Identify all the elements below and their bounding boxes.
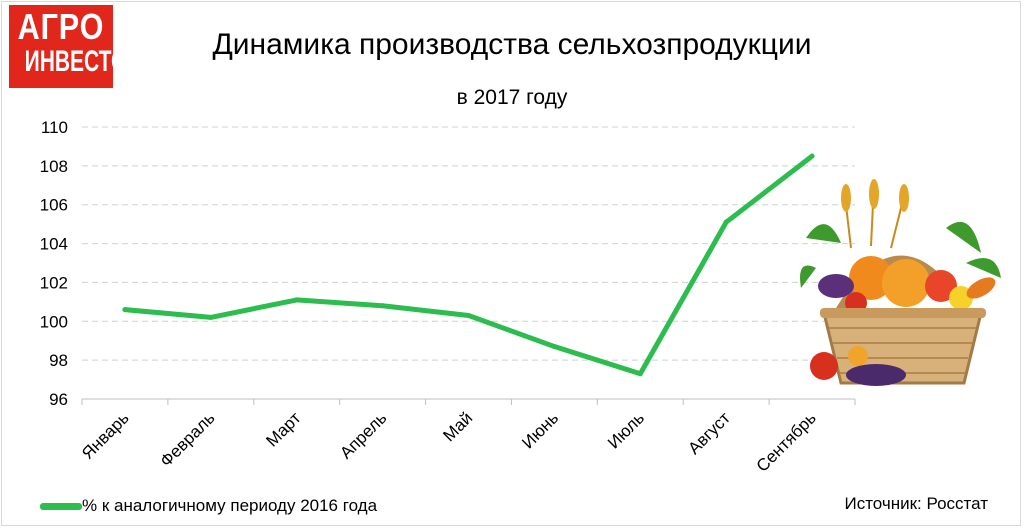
source-note: Источник: Росстат [844,494,988,513]
y-tick-label: 100 [40,312,68,331]
y-tick-label: 104 [40,235,68,254]
y-tick-label: 102 [40,273,68,292]
data-point [723,219,729,225]
y-tick-label: 110 [41,118,68,137]
legend: % к аналогичному периоду 2016 года [40,492,377,520]
y-tick-label: 106 [40,196,68,215]
data-point [637,371,643,377]
x-tick-label: Июль [604,408,648,452]
x-tick-label: Август [684,408,734,458]
data-point [466,312,471,318]
x-tick-label: Март [262,408,304,450]
vegetable-basket-illustration [800,179,1001,386]
x-tick-label: Апрель [336,408,390,462]
data-point [551,344,557,350]
x-tick-label: Сентябрь [753,408,820,475]
data-point [294,297,300,303]
chart-title: Динамика производства сельхозпродукции [212,28,812,61]
data-point [208,314,214,320]
y-tick-label: 108 [40,157,68,176]
data-point [809,153,815,159]
y-tick-label: 98 [49,351,68,370]
series-line [122,153,815,377]
x-tick-label: Январь [78,408,133,463]
legend-swatch [40,502,82,510]
logo-line-1: АГРО [17,6,105,47]
x-tick-label: Май [439,408,476,445]
chart-subtitle: в 2017 году [456,86,568,109]
data-point [380,303,386,309]
x-tick-label: Февраль [156,408,218,470]
y-tick-label: 96 [49,390,68,409]
data-point [122,307,128,313]
x-tick-label: Июнь [518,408,562,452]
legend-label: % к аналогичному периоду 2016 года [82,496,378,515]
